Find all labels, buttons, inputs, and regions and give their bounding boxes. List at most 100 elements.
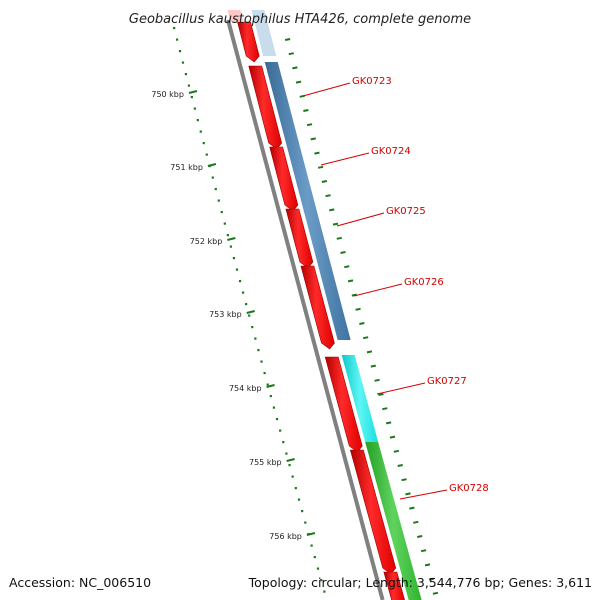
accession-label: Accession: NC_006510 xyxy=(9,575,152,590)
outer-tick xyxy=(344,265,350,269)
gene-leader-line xyxy=(320,152,370,166)
gene-labels: GK0723 GK0724 GK0725 GK0726 GK0727 GK0728 xyxy=(302,76,489,500)
ruler-dot xyxy=(288,464,291,467)
cog-block xyxy=(264,62,351,340)
ruler-dot xyxy=(241,291,245,294)
ruler-dot xyxy=(323,590,326,593)
cds-arrow xyxy=(324,356,363,453)
ruler-dot xyxy=(193,107,196,110)
gene-leader-line xyxy=(376,382,426,395)
ruler-dot xyxy=(320,579,323,582)
outer-tick xyxy=(428,577,435,581)
outer-tick xyxy=(340,251,346,254)
cds-arrow xyxy=(383,571,405,600)
gene-label: GK0723 xyxy=(352,76,392,87)
ruler-dot xyxy=(248,314,251,317)
ruler-dot xyxy=(214,188,217,191)
gene-label: GK0725 xyxy=(386,206,426,217)
outer-tick xyxy=(370,364,376,368)
outer-tick xyxy=(321,180,328,183)
ruler-dot xyxy=(205,153,208,156)
outer-tick xyxy=(295,80,302,84)
outer-tick xyxy=(362,336,369,340)
outer-tick xyxy=(317,165,324,169)
ruler-dot xyxy=(190,96,193,99)
ruler-dot xyxy=(245,303,248,306)
outer-tick xyxy=(378,393,384,396)
ruler-major-tick xyxy=(306,532,316,536)
ruler-dot xyxy=(260,360,263,363)
ruler-dot xyxy=(282,441,285,444)
tick-label: 750 kbp xyxy=(151,90,184,99)
ruler-dot xyxy=(272,406,276,409)
cog-block xyxy=(365,442,422,600)
ruler-dot xyxy=(211,176,214,179)
gene-label: GK0726 xyxy=(404,277,444,288)
outer-tick xyxy=(420,549,427,553)
ruler-dot xyxy=(184,73,188,76)
outer-tick xyxy=(310,137,316,141)
cds-arrow xyxy=(269,146,299,212)
tick-label: 751 kbp xyxy=(170,163,203,172)
tick-label: 753 kbp xyxy=(209,310,242,319)
gene-label: GK0727 xyxy=(427,376,467,387)
ruler-dot xyxy=(275,418,279,421)
outer-tick xyxy=(288,52,294,56)
outer-tick xyxy=(405,492,411,496)
gene-leader-line xyxy=(302,82,351,97)
cds-arrow xyxy=(248,65,282,150)
ruler-dot xyxy=(263,372,266,375)
outer-tick xyxy=(432,591,439,595)
outer-tick xyxy=(424,563,431,567)
ruler-dot xyxy=(229,245,232,248)
outer-tick xyxy=(306,123,313,127)
tick-label: 756 kbp xyxy=(269,532,302,541)
outer-tick xyxy=(416,535,423,538)
outer-tick xyxy=(332,222,339,226)
ruler-dot xyxy=(235,268,239,271)
cds-arrow xyxy=(300,265,335,350)
ruler-dot xyxy=(304,521,307,524)
outer-tick xyxy=(397,464,403,467)
gene-leader-line xyxy=(336,212,385,227)
outer-tick xyxy=(359,322,365,325)
ruler-dot xyxy=(217,199,220,202)
outer-tick xyxy=(374,378,380,382)
outer-tick xyxy=(303,109,309,112)
ruler-dot xyxy=(316,567,320,570)
ruler-dot xyxy=(181,61,185,64)
cds-fragment xyxy=(227,10,244,22)
outer-tick xyxy=(385,421,392,425)
cds-arrow xyxy=(237,21,260,63)
ruler-dot xyxy=(254,337,257,340)
ruler-major-tick xyxy=(227,237,236,241)
ruler-dot xyxy=(187,84,190,87)
map-title: Geobacillus kaustophilus HTA426, complet… xyxy=(129,12,471,27)
outer-tick xyxy=(336,236,342,240)
ruler-dot xyxy=(238,280,242,283)
ruler-dot xyxy=(291,475,294,478)
outer-tick xyxy=(409,506,415,510)
ruler-dot xyxy=(175,38,179,41)
ruler-dot xyxy=(301,510,304,513)
ruler-dot xyxy=(269,395,272,398)
outer-tick xyxy=(401,478,407,482)
ruler-dot xyxy=(285,452,288,455)
outer-tick xyxy=(284,38,291,41)
gene-label: GK0724 xyxy=(371,146,411,157)
cog-block xyxy=(251,10,277,56)
tick-labels: 750 kbp 751 kbp 752 kbp 753 kbp 754 kbp 755 k… xyxy=(151,90,302,541)
cds-track xyxy=(227,10,405,600)
ruler-major-tick xyxy=(246,310,255,314)
backbone-line xyxy=(226,19,385,600)
ruler-major-tick xyxy=(188,90,198,94)
ruler-dot xyxy=(226,234,229,237)
ruler-dot xyxy=(297,498,301,501)
tick-label: 752 kbp xyxy=(190,237,223,246)
outer-tick xyxy=(292,66,298,70)
cog-block xyxy=(341,355,379,442)
outer-tick xyxy=(366,350,373,354)
outer-tick xyxy=(314,151,320,155)
cog-track xyxy=(251,10,439,600)
outer-tick xyxy=(347,279,354,283)
